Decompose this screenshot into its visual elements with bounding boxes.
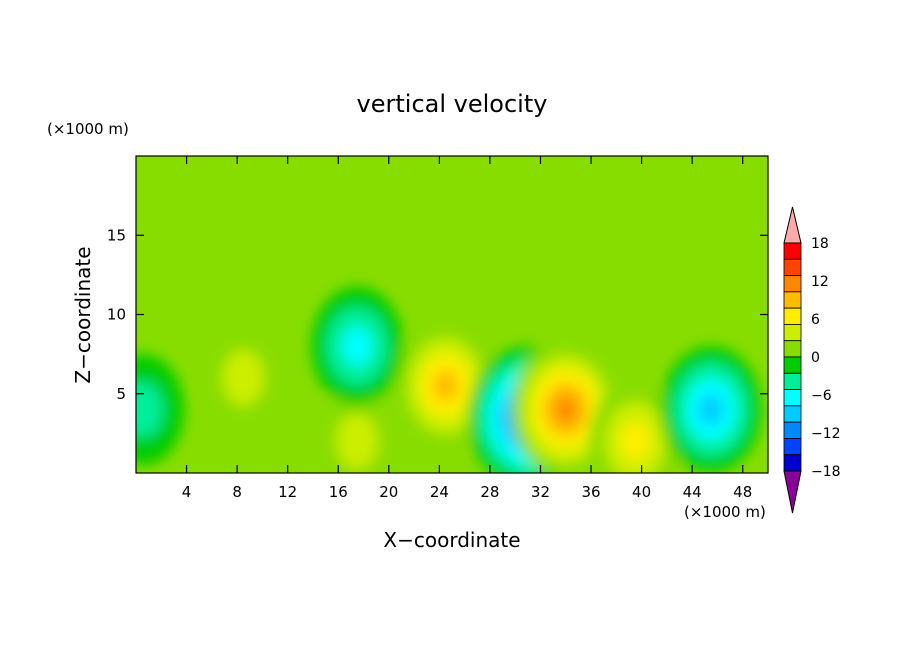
- y-axis-label: Z−coordinate: [71, 246, 95, 383]
- contour-band: [136, 381, 164, 438]
- colorbar-band: [783, 405, 802, 423]
- contour-band: [222, 350, 265, 406]
- colorbar-extend-max: [783, 206, 802, 244]
- colorbar-band: [783, 454, 802, 472]
- colorbar-label: −6: [811, 388, 832, 404]
- colorbar-label: 12: [811, 274, 829, 290]
- colorbar-label: 6: [811, 312, 820, 328]
- colorbar-band: [783, 291, 802, 309]
- x-tick-label: 24: [430, 483, 449, 501]
- y-tick-label: 15: [107, 226, 126, 244]
- x-tick-label: 16: [329, 483, 348, 501]
- colorbar-band: [783, 258, 802, 276]
- colorbar-band: [783, 307, 802, 325]
- x-tick-label: 20: [379, 483, 398, 501]
- colorbar-band: [783, 242, 802, 260]
- chart-title: vertical velocity: [357, 90, 548, 118]
- x-tick-label: 8: [232, 483, 242, 501]
- colorbar-band: [783, 356, 802, 374]
- colorbar-label: −12: [811, 426, 841, 442]
- x-unit-label: (×1000 m): [684, 503, 766, 521]
- x-tick-label: 28: [480, 483, 499, 501]
- colorbar-label: 18: [811, 236, 829, 252]
- colorbar-band: [783, 340, 802, 358]
- colorbar-band: [783, 324, 802, 342]
- colorbar-label: −18: [811, 464, 841, 480]
- x-tick-label: 12: [278, 483, 297, 501]
- colorbar-band: [783, 389, 802, 407]
- x-tick-label: 36: [581, 483, 600, 501]
- y-unit-label: (×1000 m): [47, 120, 129, 138]
- y-tick-label: 10: [107, 306, 126, 324]
- x-tick-label: 40: [632, 483, 651, 501]
- colorbar-band: [783, 421, 802, 439]
- x-tick-label: 44: [683, 483, 702, 501]
- x-tick-label: 48: [733, 483, 752, 501]
- contour-band: [619, 421, 651, 462]
- contour-band: [698, 393, 724, 426]
- velocity-field: [136, 156, 768, 473]
- colorbar-band: [783, 275, 802, 293]
- x-tick-label: 32: [531, 483, 550, 501]
- colorbar-band: [783, 372, 802, 390]
- colorbar-extend-min: [783, 470, 802, 514]
- colorbar: 18 12 6 0 −6 −12 −18: [783, 206, 841, 514]
- contour-band: [433, 369, 459, 402]
- colorbar-band: [783, 438, 802, 456]
- colorbar-label: 0: [811, 350, 820, 366]
- x-axis-label: X−coordinate: [383, 528, 520, 552]
- x-tick-label: 4: [182, 483, 192, 501]
- contour-band: [341, 326, 373, 367]
- contour-band: [336, 413, 379, 470]
- contour-band: [554, 396, 577, 424]
- y-tick-label: 5: [116, 385, 126, 403]
